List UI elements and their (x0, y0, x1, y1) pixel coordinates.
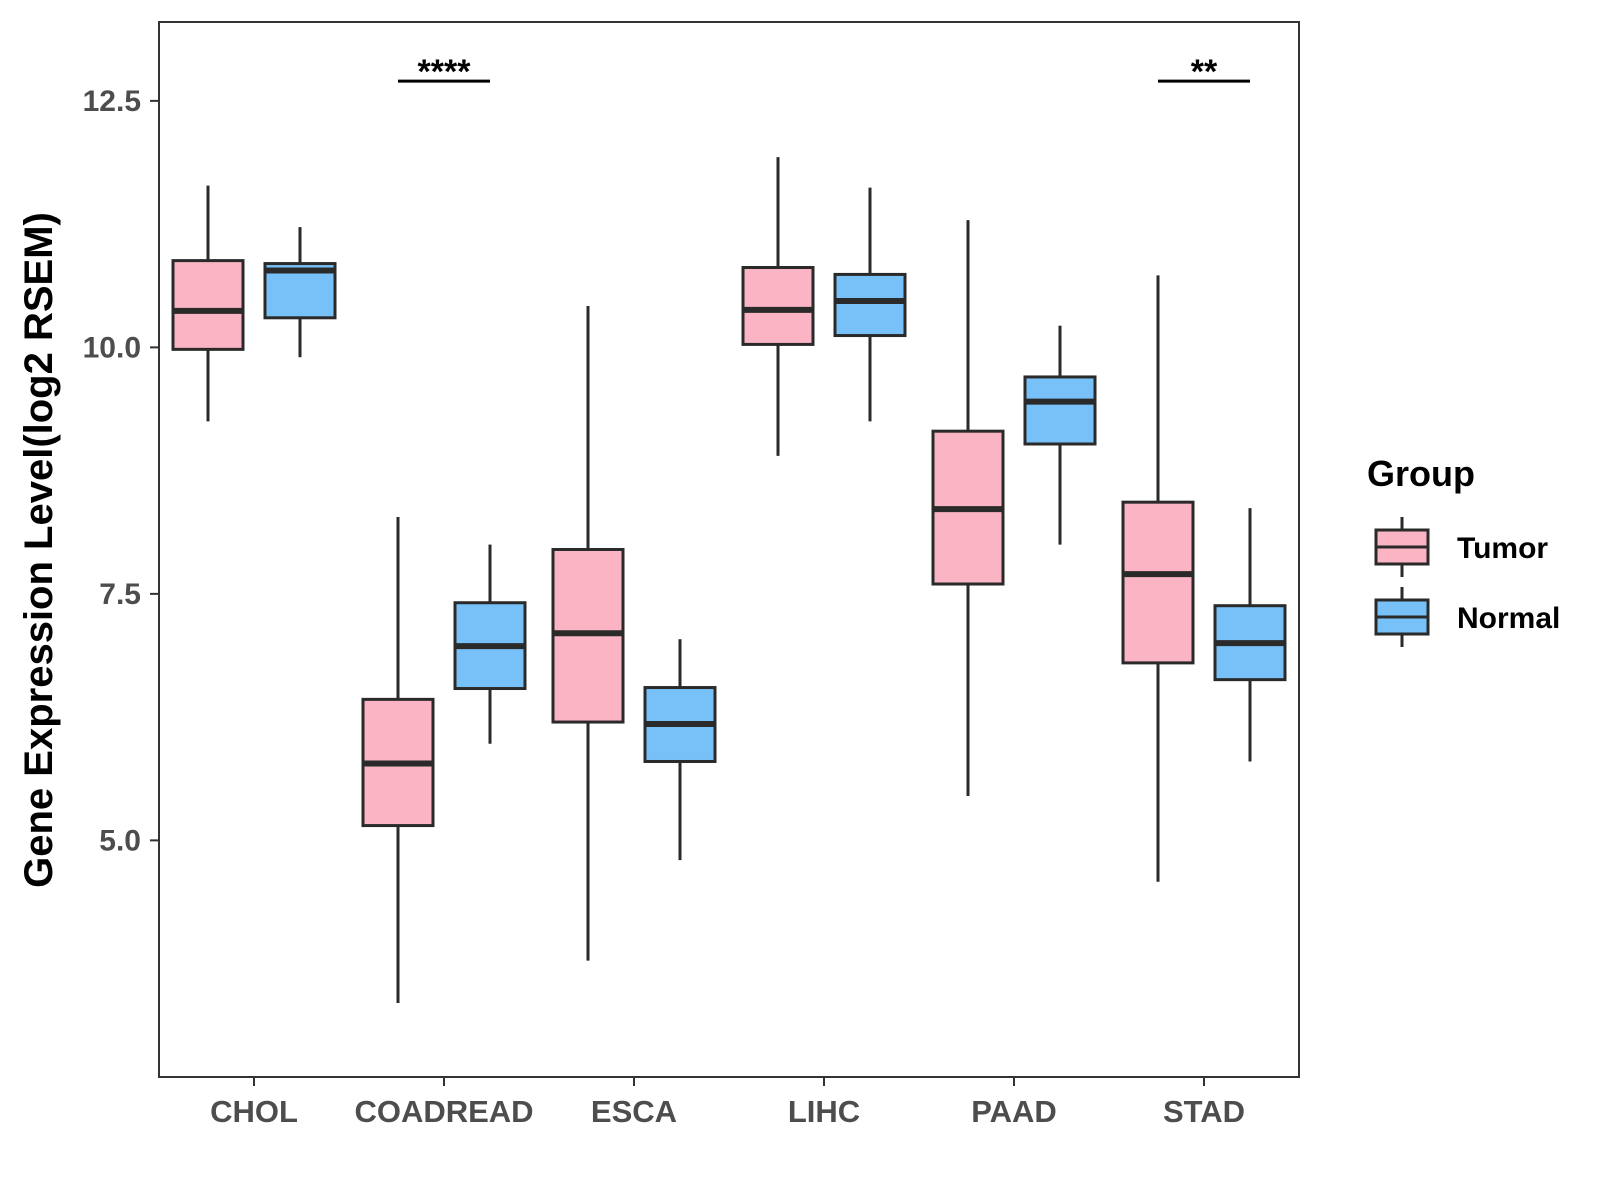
box-body (171, 259, 245, 351)
box-tumor-lihc (741, 157, 815, 456)
legend-item-tumor: Tumor (1374, 517, 1548, 577)
x-tick-label: ESCA (591, 1094, 677, 1129)
x-axis: CHOL COADREAD ESCA LIHC PAAD STAD (210, 1077, 1245, 1129)
box-tumor-coadread (361, 516, 435, 1004)
y-tick-label: 5.0 (99, 824, 141, 857)
box-normal-paad (1023, 325, 1097, 545)
box-tumor-stad (1121, 275, 1195, 882)
box-layer (171, 157, 1287, 1004)
x-tick-label: LIHC (788, 1094, 860, 1129)
box-normal-coadread (453, 544, 527, 744)
box-body (1023, 375, 1097, 446)
y-tick-label: 10.0 (83, 331, 141, 364)
box-tumor-paad (931, 220, 1005, 796)
legend: Group Tumor Normal (1367, 453, 1560, 647)
y-tick-label: 7.5 (99, 578, 141, 611)
box-body (741, 266, 815, 346)
y-axis: 5.0 7.5 10.0 12.5 (83, 85, 159, 857)
significance-label: **** (418, 53, 472, 91)
x-tick-label: CHOL (210, 1094, 298, 1129)
box-normal-esca (643, 639, 717, 861)
significance-layer: **** ** (398, 53, 1250, 91)
legend-title: Group (1367, 453, 1475, 494)
x-tick-label: PAAD (971, 1094, 1057, 1129)
box-normal-lihc (833, 187, 907, 422)
significance-label: ** (1191, 53, 1218, 91)
legend-item-normal: Normal (1374, 587, 1560, 647)
legend-label: Tumor (1457, 532, 1548, 565)
x-tick-label: STAD (1163, 1094, 1245, 1129)
box-tumor-chol (171, 185, 245, 422)
box-tumor-esca (551, 305, 625, 961)
box-body (1121, 500, 1195, 665)
box-normal-stad (1213, 508, 1287, 762)
y-axis-title: Gene Expression Level(log2 RSEM) (17, 212, 61, 888)
y-tick-label: 12.5 (83, 85, 141, 118)
legend-label: Normal (1457, 602, 1560, 635)
box-body (833, 272, 907, 338)
plot-panel (158, 21, 1300, 1078)
box-normal-chol (263, 227, 337, 358)
x-tick-label: COADREAD (354, 1094, 533, 1129)
